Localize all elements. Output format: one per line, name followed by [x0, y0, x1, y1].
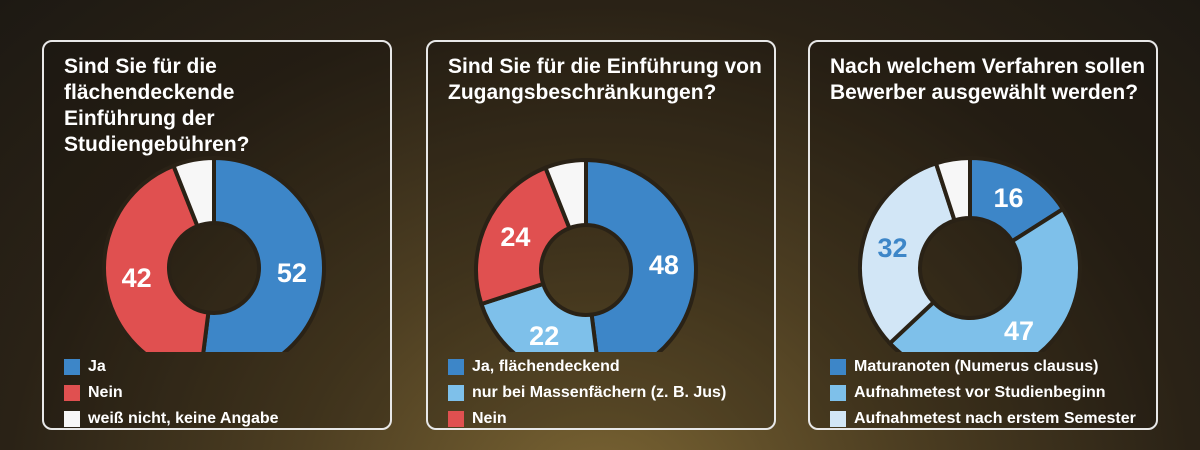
data-label: 48 — [649, 250, 679, 280]
donut-slice — [886, 206, 1082, 352]
legend-swatch — [64, 411, 80, 427]
legend-item: Aufnahmetest nach erstem Semester — [830, 406, 1136, 432]
data-label: 22 — [529, 321, 559, 351]
chart-legend: Ja Nein weiß nicht, keine Angabe — [64, 354, 279, 432]
donut-slice — [858, 160, 958, 347]
legend-label: Ja, flächendeckend — [472, 358, 620, 375]
data-label: 52 — [277, 258, 307, 288]
donut-slice — [478, 281, 599, 352]
legend-swatch — [830, 411, 846, 427]
legend-label: Ja — [88, 358, 106, 375]
chart-panel-zugangsbeschraenkungen: Sind Sie für die Einführung von Zugangsb… — [426, 40, 776, 430]
donut-slice — [474, 165, 573, 307]
legend-item: Aufnahmetest vor Studienbeginn — [830, 380, 1136, 406]
chart-title: Sind Sie für die Einführung von Zugangsb… — [448, 55, 762, 104]
legend-label: Maturanoten (Numerus clausus) — [854, 358, 1099, 375]
legend-item: Maturanoten (Numerus clausus) — [830, 354, 1136, 380]
legend-label: Nein — [88, 384, 123, 401]
chart-legend: Ja, flächendeckend nur bei Massenfächern … — [448, 354, 726, 432]
legend-item: Ja — [64, 354, 279, 380]
chart-panel-studiengebuehren: Sind Sie für die flächendeckende Einführ… — [42, 40, 392, 430]
legend-label: nur bei Massenfächern (z. B. Jus) — [472, 384, 727, 401]
legend-item: nur bei Massenfächern (z. B. Jus) — [448, 380, 726, 406]
legend-item: Ja, flächendeckend — [448, 354, 726, 380]
legend-label: weiß nicht, keine Angabe — [88, 410, 279, 427]
legend-swatch — [64, 385, 80, 401]
donut-slice — [102, 163, 211, 352]
legend-swatch — [830, 359, 846, 375]
donut-slice — [542, 157, 588, 231]
data-label: 42 — [122, 263, 152, 293]
donut-slice — [201, 155, 326, 352]
data-label: 47 — [1004, 316, 1034, 346]
legend-swatch — [830, 385, 846, 401]
chart-legend: Maturanoten (Numerus clausus) Aufnahmetes… — [830, 354, 1136, 432]
legend-swatch — [64, 359, 80, 375]
donut-chart: 16 47 32 — [858, 155, 1082, 352]
legend-label: Nein — [472, 410, 507, 427]
chart-panel-auswahlverfahren: Nach welchem Verfahren sollen Bewerber a… — [808, 40, 1158, 430]
legend-item: Nein — [64, 380, 279, 406]
legend-label: Aufnahmetest nach erstem Semester — [854, 410, 1136, 427]
legend-item: Nein — [448, 406, 726, 432]
legend-label: Aufnahmetest vor Studienbeginn — [854, 384, 1106, 401]
donut-chart: 48 22 24 — [474, 157, 698, 352]
legend-swatch — [448, 359, 464, 375]
data-label: 16 — [994, 183, 1024, 213]
donut-slice — [584, 157, 698, 352]
donut-slice — [170, 155, 216, 229]
chart-title: Nach welchem Verfahren sollen Bewerber a… — [830, 55, 1146, 104]
legend-swatch — [448, 385, 464, 401]
donut-chart: 52 42 — [102, 155, 326, 352]
donut-slice — [933, 155, 972, 223]
data-label: 24 — [500, 222, 530, 252]
legend-swatch — [448, 411, 464, 427]
legend-item: weiß nicht, keine Angabe — [64, 406, 279, 432]
chart-title: Sind Sie für die flächendeckende Einführ… — [64, 55, 250, 156]
data-label: 32 — [877, 233, 907, 263]
